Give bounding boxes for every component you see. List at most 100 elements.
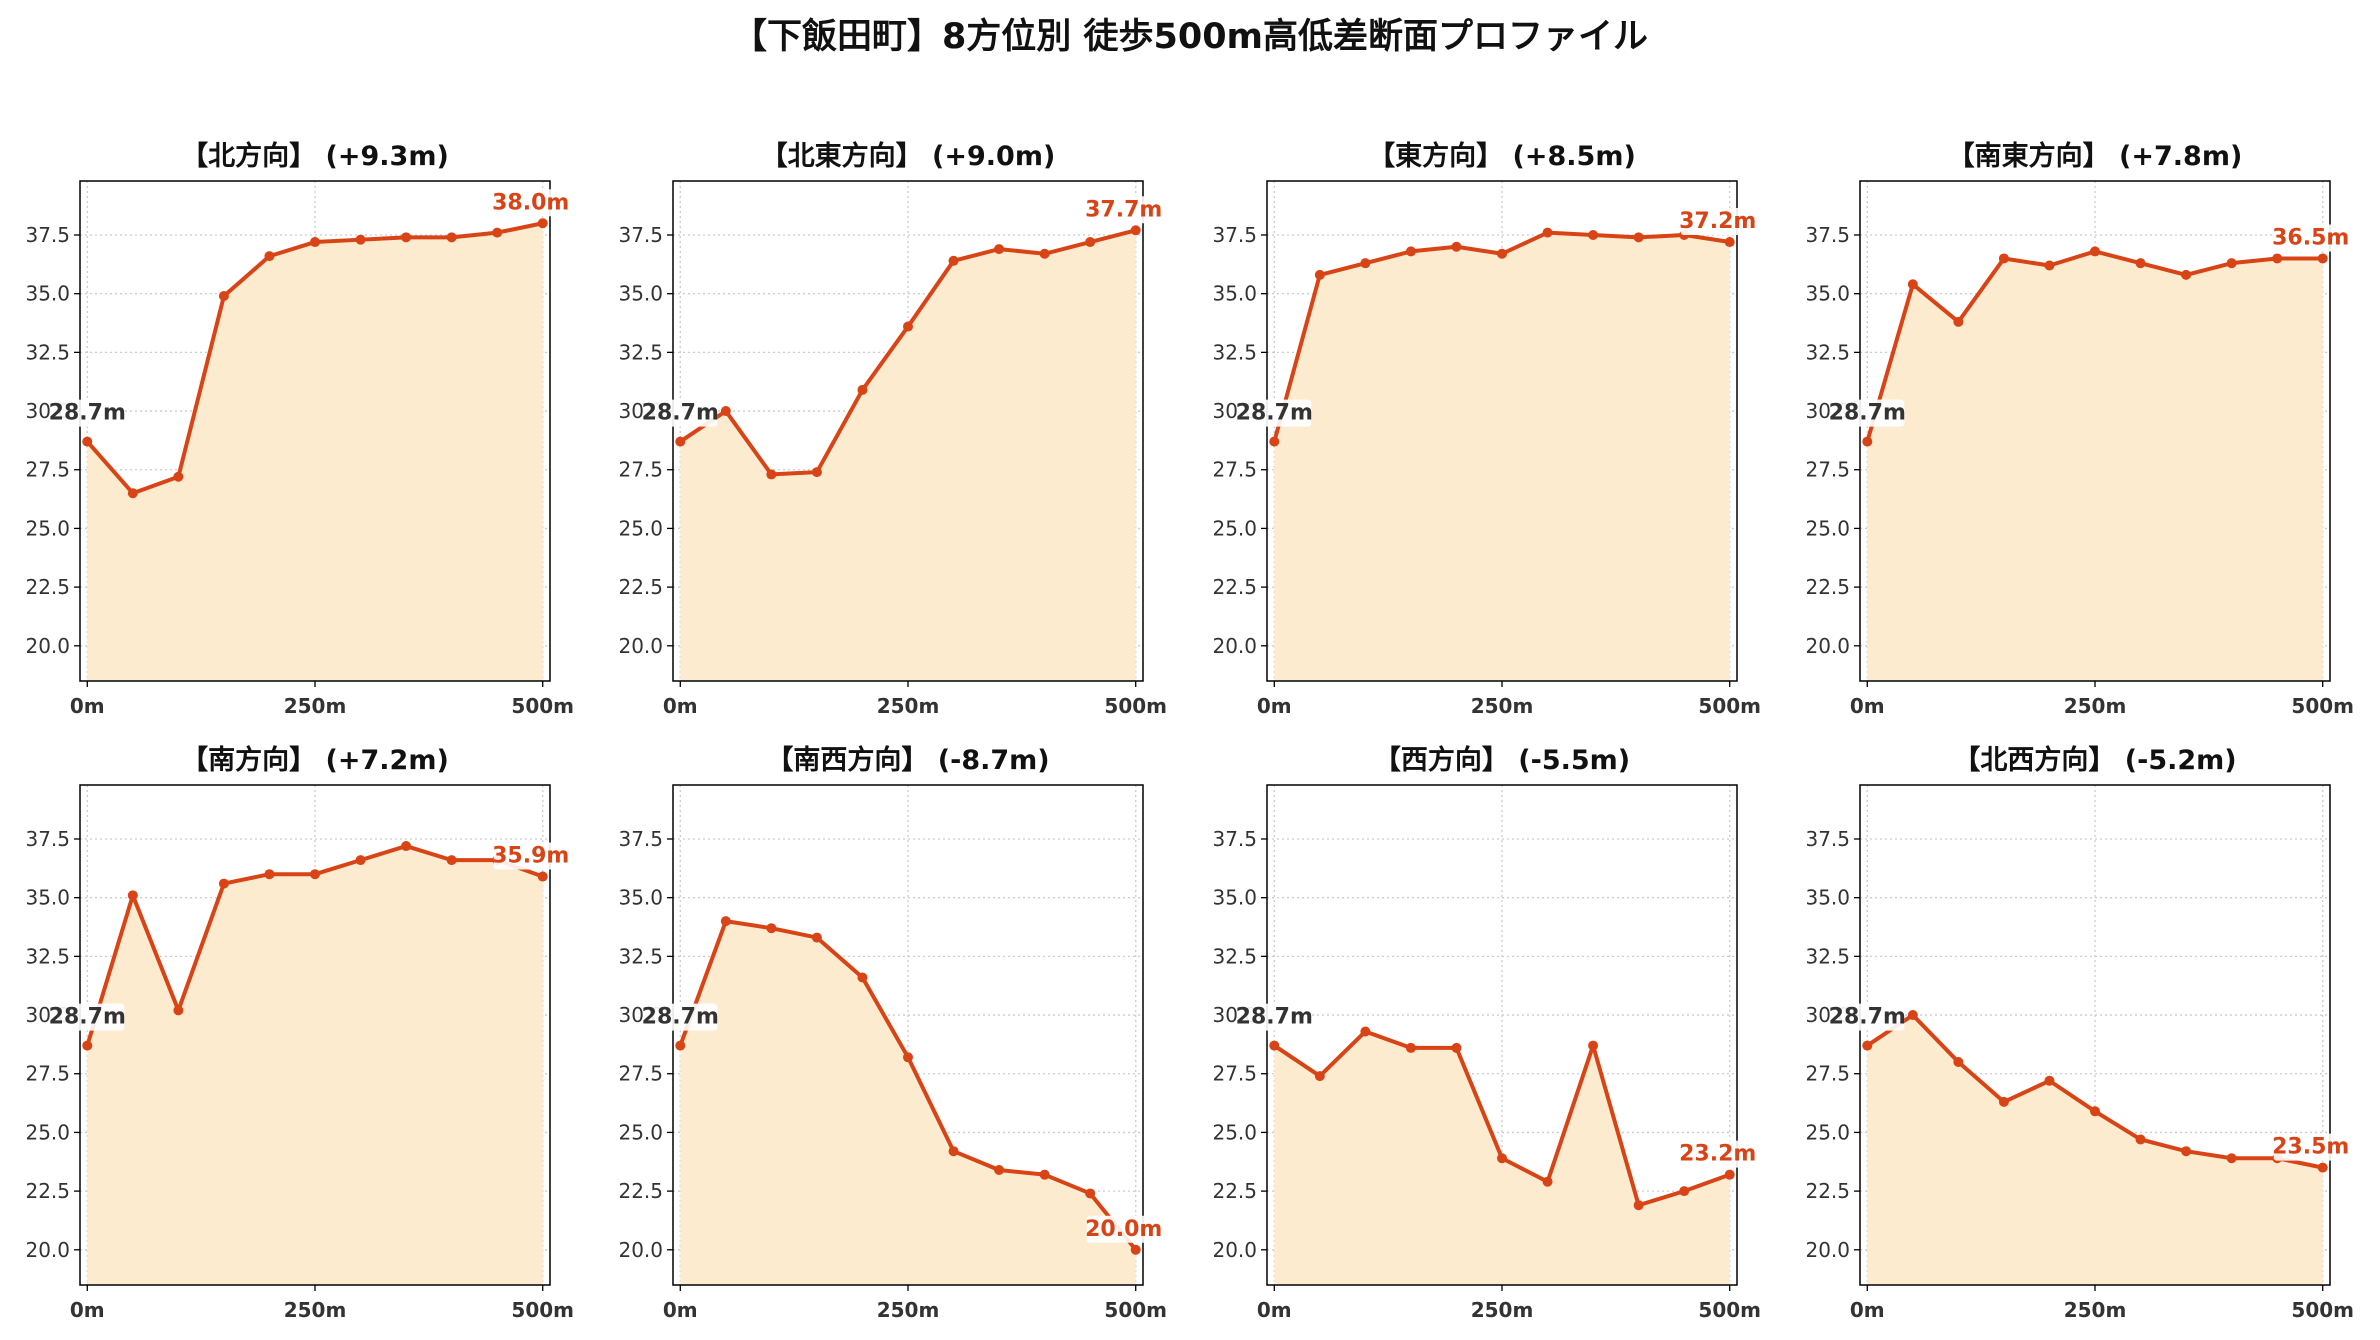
elevation-area (87, 846, 543, 1285)
figure-title: 【下飯田町】8方位別 徒歩500m高低差断面プロファイル (731, 17, 1649, 57)
start-label-box (1237, 1003, 1312, 1031)
data-point (2226, 258, 2237, 269)
data-point (1953, 1056, 1964, 1067)
data-point (127, 488, 138, 499)
x-tick-label: 500m (2291, 1298, 2354, 1322)
y-tick-label: 22.5 (1805, 575, 1850, 599)
start-elevation-label: 28.7m (49, 401, 126, 426)
panel-title: 【北方向】 (+9.3m) (181, 140, 449, 172)
data-point (1998, 1096, 2009, 1107)
data-point (492, 227, 503, 238)
profile-panel: 【南東方向】 (+7.8m)20.022.525.027.530.032.535… (1805, 140, 2354, 718)
data-point (2181, 269, 2192, 280)
elevation-area (87, 223, 543, 681)
y-tick-label: 25.0 (618, 1120, 663, 1144)
data-point (537, 871, 548, 882)
data-point (1542, 1176, 1553, 1187)
data-point (218, 878, 229, 889)
y-tick-label: 27.5 (618, 458, 663, 482)
data-point (218, 291, 229, 302)
x-tick-label: 0m (1850, 1298, 1885, 1322)
data-point (2317, 253, 2328, 264)
start-label-box (1830, 1003, 1905, 1031)
end-label-box (2273, 224, 2348, 252)
data-point (2317, 1162, 2328, 1173)
data-point (1724, 1169, 1735, 1180)
data-point (948, 1146, 959, 1157)
end-label-box (1680, 208, 1755, 236)
y-tick-label: 27.5 (1805, 458, 1850, 482)
data-point (1314, 269, 1325, 280)
x-tick-label: 250m (1471, 1298, 1534, 1322)
data-point (1451, 241, 1462, 252)
start-elevation-label: 28.7m (1236, 401, 1313, 426)
x-tick-label: 500m (2291, 694, 2354, 718)
end-elevation-label: 35.9m (492, 844, 569, 869)
data-point (1497, 248, 1507, 259)
y-tick-label: 27.5 (25, 458, 70, 482)
data-point (720, 406, 731, 417)
y-tick-label: 20.0 (1805, 1238, 1850, 1262)
profile-panel: 【北東方向】 (+9.0m)20.022.525.027.530.032.535… (618, 140, 1167, 718)
y-tick-label: 20.0 (25, 1238, 70, 1262)
data-point (537, 218, 548, 229)
data-point (1497, 1153, 1507, 1164)
data-point (355, 234, 366, 245)
data-point (1314, 1071, 1325, 1082)
profile-panel: 【北西方向】 (-5.2m)20.022.525.027.530.032.535… (1805, 744, 2354, 1322)
profile-panel: 【東方向】 (+8.5m)20.022.525.027.530.032.535.… (1212, 140, 1761, 718)
start-label-box (1237, 399, 1312, 427)
data-point (1360, 1026, 1371, 1037)
panel-title: 【北東方向】 (+9.0m) (761, 140, 1056, 172)
data-point (1451, 1042, 1462, 1053)
y-tick-label: 37.5 (25, 827, 70, 851)
data-point (948, 255, 959, 266)
profile-panel: 【北方向】 (+9.3m)20.022.525.027.530.032.535.… (25, 140, 574, 718)
end-label-box (493, 189, 568, 217)
x-tick-label: 500m (1698, 1298, 1761, 1322)
start-label-box (50, 399, 125, 427)
y-tick-label: 32.5 (1805, 340, 1850, 364)
data-point (1130, 1244, 1141, 1255)
y-tick-label: 37.5 (618, 827, 663, 851)
end-label-box (2273, 1133, 2348, 1161)
data-point (1542, 227, 1553, 238)
x-tick-label: 0m (70, 1298, 105, 1322)
start-label-box (50, 1003, 125, 1031)
data-point (1039, 1169, 1050, 1180)
y-tick-label: 22.5 (25, 1179, 70, 1203)
x-tick-label: 250m (2064, 694, 2127, 718)
data-point (1405, 1042, 1416, 1053)
data-point (1679, 1186, 1690, 1197)
data-point (2044, 260, 2055, 271)
x-tick-label: 500m (511, 1298, 574, 1322)
data-point (2090, 246, 2100, 257)
y-tick-label: 27.5 (25, 1062, 70, 1086)
y-tick-label: 25.0 (1212, 1120, 1257, 1144)
x-tick-label: 500m (1104, 694, 1167, 718)
data-point (811, 932, 822, 943)
end-elevation-label: 23.5m (2272, 1135, 2349, 1160)
y-tick-label: 32.5 (25, 340, 70, 364)
end-elevation-label: 36.5m (2272, 225, 2349, 250)
start-label-box (643, 1003, 718, 1031)
y-tick-label: 32.5 (618, 944, 663, 968)
data-point (994, 244, 1005, 255)
data-point (994, 1164, 1005, 1175)
data-point (1907, 1010, 1918, 1021)
data-point (903, 321, 913, 332)
data-point (1862, 1040, 1873, 1051)
y-tick-label: 35.0 (25, 886, 70, 910)
end-elevation-label: 20.0m (1085, 1217, 1162, 1242)
y-tick-label: 27.5 (1805, 1062, 1850, 1086)
end-label-box (493, 842, 568, 870)
y-tick-label: 22.5 (618, 1179, 663, 1203)
y-tick-label: 37.5 (1805, 827, 1850, 851)
data-point (2090, 1106, 2100, 1117)
data-point (1269, 436, 1280, 447)
data-point (903, 1052, 913, 1063)
x-tick-label: 500m (1698, 694, 1761, 718)
y-tick-label: 35.0 (1212, 282, 1257, 306)
data-point (1998, 253, 2009, 264)
data-point (127, 890, 138, 901)
